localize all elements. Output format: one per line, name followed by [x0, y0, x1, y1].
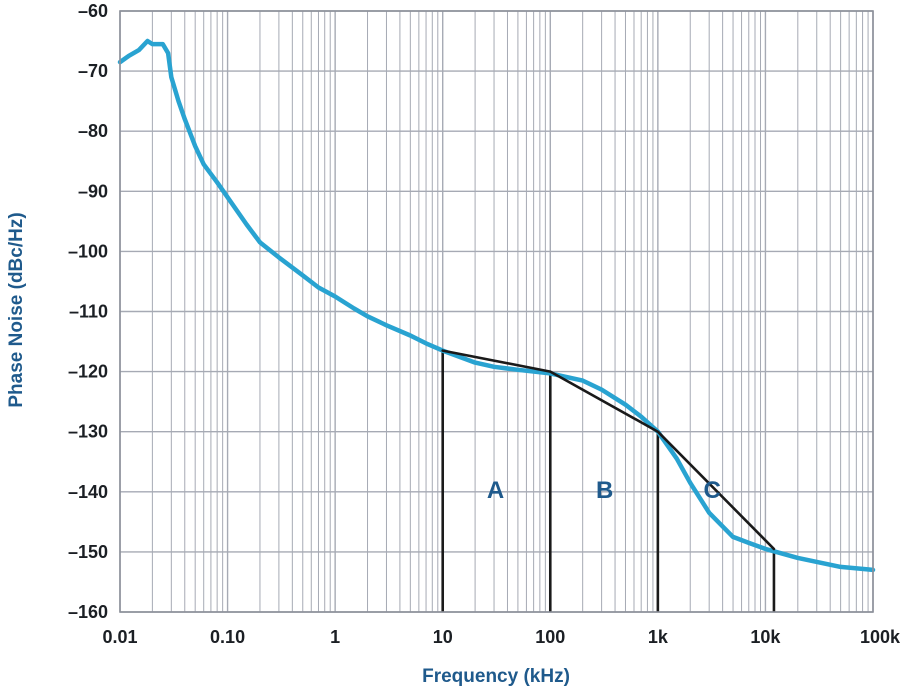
region-label-a: A — [487, 477, 504, 504]
series-line-approximation — [441, 349, 776, 551]
x-tick-label: 1k — [648, 627, 669, 647]
region-labels: A B C — [487, 477, 721, 504]
y-axis-title: Phase Noise (dBc/Hz) — [6, 212, 27, 407]
x-tick-label: 10k — [750, 627, 781, 647]
y-tick-label: –100 — [68, 241, 108, 261]
y-tick-label: –60 — [78, 1, 108, 21]
y-tick-label: –150 — [68, 542, 108, 562]
y-tick-labels: –60 –70 –80 –90 –100 –110 –120 –130 –140 –150 –160 — [68, 1, 108, 622]
y-tick-label: –140 — [68, 482, 108, 502]
x-tick-label: 0.10 — [210, 627, 245, 647]
grid — [119, 10, 874, 613]
y-tick-label: –130 — [68, 422, 108, 442]
y-tick-label: –120 — [68, 362, 108, 382]
y-tick-label: –70 — [78, 61, 108, 81]
x-tick-label: 100k — [860, 627, 900, 647]
x-tick-label: 10 — [433, 627, 453, 647]
series-line-measured — [117, 38, 876, 573]
x-tick-label: 1 — [330, 627, 340, 647]
x-axis-title: Frequency (kHz) — [422, 666, 570, 687]
region-label-b: B — [596, 477, 613, 504]
y-tick-label: –160 — [68, 602, 108, 622]
x-tick-labels: 0.01 0.10 1 10 100 1k 10k 100k — [102, 627, 900, 647]
series-lines — [117, 38, 876, 573]
x-tick-label: 0.01 — [102, 627, 137, 647]
region-label-c: C — [704, 477, 721, 504]
y-tick-label: –90 — [78, 181, 108, 201]
x-tick-label: 100 — [535, 627, 565, 647]
y-tick-label: –110 — [69, 302, 108, 322]
region-dividers — [441, 350, 776, 612]
plot-border — [119, 10, 874, 613]
y-tick-label: –80 — [78, 121, 108, 141]
plot-frame — [119, 10, 874, 613]
